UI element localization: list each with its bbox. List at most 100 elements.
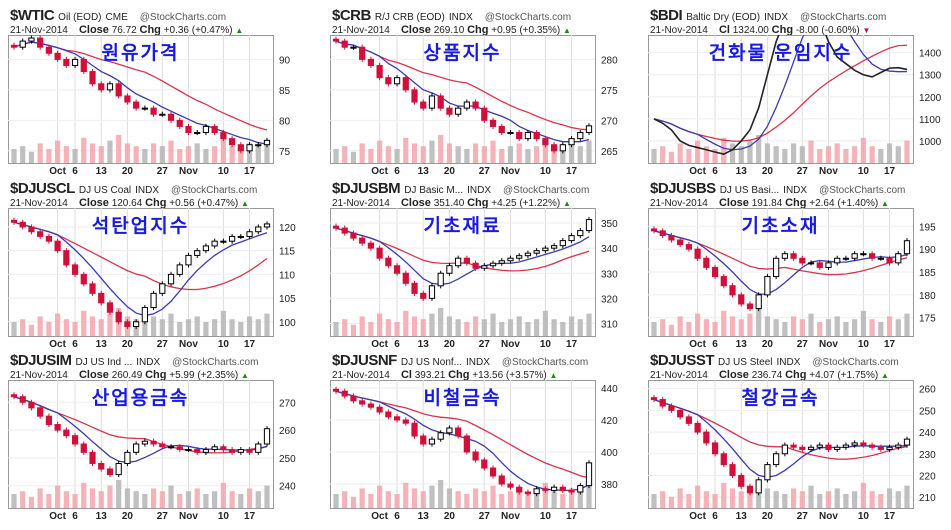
- chart-panel[interactable]: $DJUSIM DJ US Ind ... INDX @StockCharts.com…: [8, 350, 313, 522]
- volume-bar: [551, 491, 557, 508]
- volume-bar: [472, 143, 479, 163]
- x-tick-label: 13: [96, 339, 108, 350]
- volume-bar: [264, 140, 270, 163]
- volume-bar: [747, 140, 753, 163]
- candle: [711, 442, 719, 455]
- candle: [376, 406, 383, 413]
- candle: [694, 248, 701, 259]
- volume-bar: [28, 496, 35, 508]
- volume-bar: [568, 316, 575, 336]
- chart-panel[interactable]: $BDI Baltic Dry (EOD) INDX @StockCharts.com…: [648, 5, 951, 177]
- volume-bar: [429, 140, 435, 163]
- volume-bar: [446, 488, 453, 508]
- x-tick-label: 10: [858, 166, 870, 177]
- x-tick-label: 6: [72, 511, 78, 522]
- volume-bar: [516, 316, 522, 336]
- y-tick-label: 330: [601, 269, 618, 280]
- chart-panel[interactable]: $DJUSBM DJ Basic M... INDX @StockCharts.com…: [330, 178, 635, 350]
- ma-short-line: [653, 398, 908, 478]
- candle: [886, 446, 893, 450]
- candle: [350, 46, 357, 49]
- volume-bar: [455, 491, 461, 508]
- candle: [45, 46, 53, 54]
- chart-header: $DJUSBS DJ US Basi... INDX @StockCharts.com: [650, 180, 905, 197]
- x-tick-label: 20: [122, 339, 134, 350]
- y-tick-label: 175: [919, 314, 936, 325]
- x-tick-label: 10: [218, 339, 230, 350]
- candle: [228, 235, 236, 242]
- volume-bar: [55, 485, 61, 508]
- candle: [559, 486, 566, 491]
- volume-bar: [46, 322, 52, 336]
- candle: [703, 257, 710, 268]
- volume-bar: [81, 137, 87, 163]
- candle: [359, 237, 366, 244]
- volume-bar: [852, 146, 858, 163]
- volume-bar: [194, 143, 200, 163]
- volume-bar: [238, 494, 244, 508]
- y-tick-label: 265: [601, 147, 618, 158]
- chart-header: $DJUSST DJ US Steel INDX @StockCharts.com: [650, 352, 899, 369]
- volume-bar: [703, 146, 709, 163]
- ticker: $DJUSIM: [10, 352, 72, 369]
- close-label: Close: [400, 24, 431, 36]
- candle: [167, 113, 175, 121]
- volume-bar: [194, 488, 200, 508]
- x-tick-label: Nov: [501, 166, 520, 177]
- chg-label: Chg: [145, 369, 167, 381]
- chart-header: $WTIC Oil (EOD) CME @StockCharts.com: [10, 7, 226, 24]
- korean-title: 기초소재: [741, 216, 820, 237]
- candle: [738, 294, 745, 305]
- candle: [332, 225, 340, 229]
- quote-line: 21-Nov-2014 Close 236.74 Chg +4.07 (+1.7…: [650, 369, 889, 381]
- volume-bar: [729, 143, 736, 163]
- candle: [755, 479, 762, 494]
- candle: [211, 240, 218, 247]
- candle: [185, 254, 192, 266]
- candle: [150, 107, 157, 115]
- volume-bar: [159, 319, 165, 336]
- volume-bar: [55, 313, 61, 336]
- x-tick-label: 27: [797, 166, 809, 177]
- volume-bar: [764, 143, 771, 163]
- quote-line: 21-Nov-2014 Close 76.72 Chg +0.36 (+0.47…: [10, 24, 243, 36]
- candle: [71, 435, 79, 445]
- volume-bar: [860, 310, 866, 336]
- volume-bar: [350, 151, 357, 163]
- date: 21-Nov-2014: [650, 198, 708, 209]
- chart-panel[interactable]: $DJUSST DJ US Steel INDX @StockCharts.com 2…: [648, 350, 951, 522]
- volume-bar: [799, 146, 805, 163]
- chart-panel[interactable]: $WTIC Oil (EOD) CME @StockCharts.com 21-Nov…: [8, 5, 313, 177]
- watermark: @StockCharts.com: [800, 12, 887, 23]
- chart-panel[interactable]: $DJUSNF DJ US Nonf... INDX @StockCharts.com…: [330, 350, 635, 522]
- volume-bar: [904, 485, 910, 508]
- y-tick-label: 400: [601, 448, 618, 459]
- volume-bar: [238, 322, 244, 336]
- chart-panel[interactable]: $DJUSCL DJ US Coal INDX @StockCharts.com 21…: [8, 178, 313, 350]
- x-tick-label: 6: [394, 339, 400, 350]
- chart-panel[interactable]: $CRB R/J CRB (EOD) INDX @StockCharts.com 21…: [330, 5, 635, 177]
- candle: [550, 144, 558, 152]
- candle: [807, 446, 815, 450]
- plot-area: Oct 6 13 20 27 Nov 10 17 440 420 400 380: [330, 380, 618, 522]
- candle: [764, 276, 771, 296]
- x-tick-label: 13: [96, 166, 108, 177]
- x-tick-label: 27: [479, 511, 491, 522]
- watermark: @StockCharts.com: [819, 185, 906, 196]
- volume-bar: [150, 143, 157, 163]
- candle: [781, 253, 788, 259]
- volume-bar: [651, 322, 657, 336]
- candle: [868, 253, 876, 259]
- x-tick-label: 10: [858, 339, 870, 350]
- quote-line: 21-Nov-2014 Cl 1324.00 Chg -8.00 (-0.60%…: [650, 24, 870, 36]
- candle: [729, 285, 736, 296]
- candle: [507, 483, 514, 488]
- chart-panel[interactable]: $DJUSBS DJ US Basi... INDX @StockCharts.com…: [648, 178, 951, 350]
- candle: [516, 486, 523, 493]
- y-tick-label: 110: [279, 270, 295, 281]
- candle: [98, 292, 105, 304]
- volume-bar: [886, 488, 893, 508]
- change-value: +0.95 (+0.35%): [491, 25, 561, 36]
- y-tick-label: 1100: [919, 115, 941, 126]
- volume-bar: [403, 310, 409, 336]
